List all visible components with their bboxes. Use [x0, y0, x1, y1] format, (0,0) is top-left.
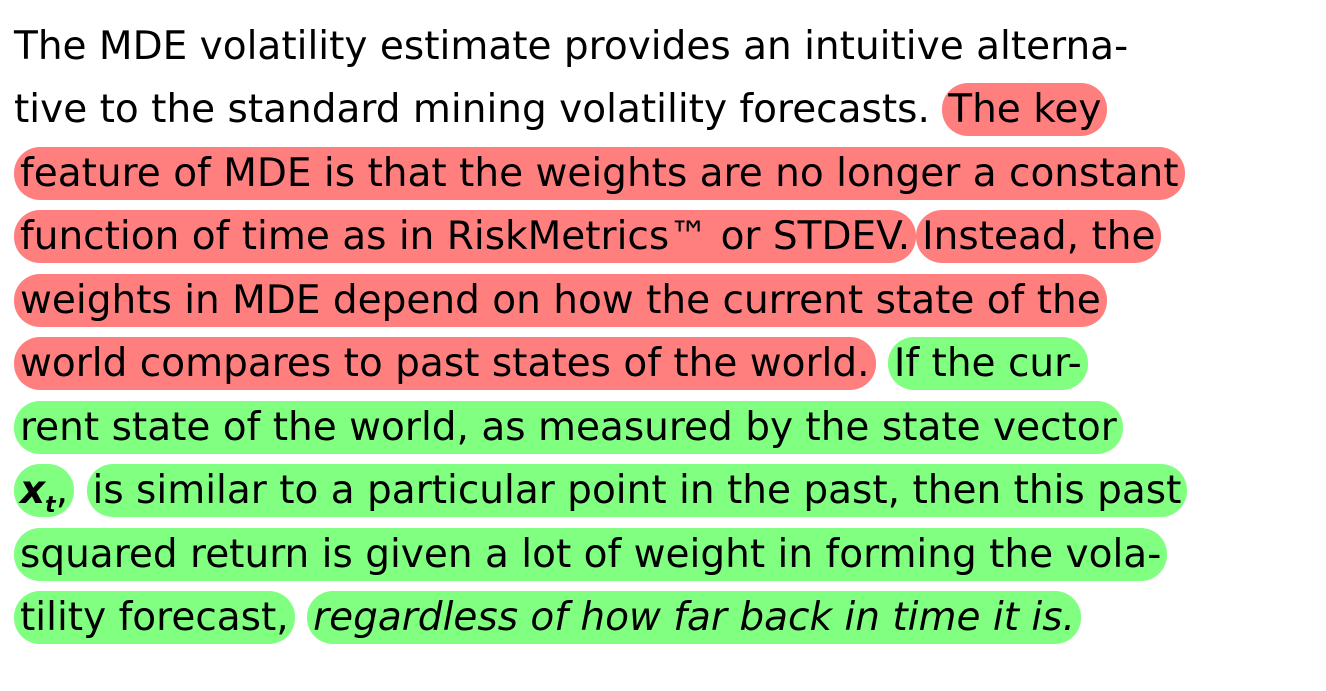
text-line: tility forecast, regardless of how far b…: [14, 589, 1081, 647]
highlight-red: weights in MDE depend on how the current…: [14, 274, 1107, 327]
highlight-red: function of time as in RiskMetrics™ or S…: [14, 210, 917, 263]
highlight-red: Instead, the: [916, 210, 1162, 263]
text: ,: [55, 468, 69, 513]
text: tive to the standard mining volatility f…: [14, 87, 930, 132]
highlight-green: If the cur-: [887, 337, 1088, 390]
text-line: rent state of the world, as measured by …: [14, 399, 1123, 457]
highlight-red: feature of MDE is that the weights are n…: [14, 147, 1185, 200]
highlight-green: rent state of the world, as measured by …: [14, 401, 1123, 454]
text-line: xt, is similar to a particular point in …: [14, 462, 1188, 520]
highlight-green: is similar to a particular point in the …: [86, 464, 1188, 517]
text-line: weights in MDE depend on how the current…: [14, 272, 1107, 330]
highlight-green-italic: regardless of how far back in time it is…: [307, 591, 1081, 644]
text-line: function of time as in RiskMetrics™ or S…: [14, 208, 1162, 266]
highlight-green: tility forecast,: [14, 591, 295, 644]
text-line: The MDE volatility estimate provides an …: [14, 18, 1128, 76]
highlight-green: xt,: [14, 464, 75, 518]
text: The MDE volatility estimate provides an …: [14, 24, 1129, 69]
text-line: tive to the standard mining volatility f…: [14, 81, 1108, 139]
highlight-green: squared return is given a lot of weight …: [14, 528, 1168, 581]
text-line: feature of MDE is that the weights are n…: [14, 145, 1185, 203]
text-line: world compares to past states of the wor…: [14, 335, 1088, 393]
highlight-red: The key: [942, 83, 1108, 136]
highlight-red: world compares to past states of the wor…: [14, 337, 876, 390]
text-line: squared return is given a lot of weight …: [14, 526, 1168, 584]
math-symbol: x: [20, 468, 46, 513]
math-subscript: t: [45, 492, 56, 518]
